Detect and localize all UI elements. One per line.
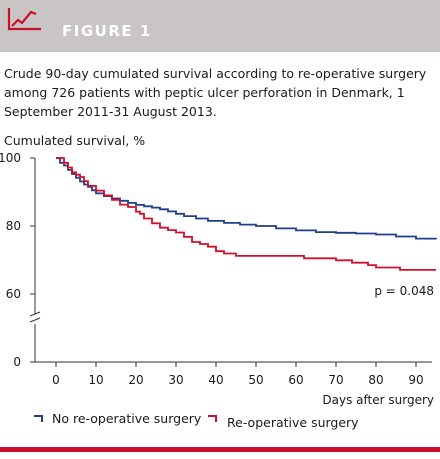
x-tick-label: 0 bbox=[52, 373, 60, 387]
legend: No re-operative surgery Re-operative sur… bbox=[34, 411, 359, 430]
figure-label: FIGURE 1 bbox=[62, 22, 152, 40]
line-chart-icon bbox=[7, 8, 41, 31]
x-tick-label: 80 bbox=[368, 373, 383, 387]
series-lines bbox=[56, 157, 437, 271]
x-tick-label: 40 bbox=[208, 373, 223, 387]
bottom-rule bbox=[0, 447, 440, 452]
legend-label-reoperation: Re-operative surgery bbox=[227, 415, 359, 430]
y-axis-label: Cumulated survival, % bbox=[4, 133, 145, 148]
legend-marker-blue bbox=[34, 415, 43, 422]
x-axis-label: Days after surgery bbox=[322, 393, 434, 407]
x-tick-label: 70 bbox=[328, 373, 343, 387]
p-value-annotation: p = 0.048 bbox=[374, 284, 434, 298]
series-line-reoperation bbox=[56, 157, 436, 271]
x-tick-label: 60 bbox=[288, 373, 303, 387]
figure-caption: Crude 90-day cumulated survival accordin… bbox=[4, 66, 427, 119]
x-tick-label: 20 bbox=[128, 373, 143, 387]
y-tick-label: 100 bbox=[0, 151, 21, 165]
legend-entry-no-reoperation: No re-operative surgery bbox=[34, 411, 202, 426]
y-tick-label: 0 bbox=[13, 355, 21, 369]
x-tick-label: 30 bbox=[168, 373, 183, 387]
legend-entry-reoperation: Re-operative surgery bbox=[208, 415, 359, 430]
chart-axes: 0 60 80 100 0 10 20 30 40 50 60 70 80 90 bbox=[0, 151, 432, 387]
y-tick-label: 60 bbox=[6, 287, 21, 301]
x-tick-label: 50 bbox=[248, 373, 263, 387]
legend-label-no-reoperation: No re-operative surgery bbox=[52, 411, 202, 426]
figure-banner: FIGURE 1 bbox=[0, 0, 440, 52]
x-tick-label: 10 bbox=[88, 373, 103, 387]
series-line-no-reoperation bbox=[56, 157, 437, 240]
x-tick-label: 90 bbox=[408, 373, 423, 387]
y-axis-break-mark bbox=[29, 311, 41, 323]
survival-chart: Cumulated survival, % Days after surgery… bbox=[0, 133, 437, 430]
y-tick-label: 80 bbox=[6, 219, 21, 233]
legend-marker-red bbox=[208, 415, 217, 422]
